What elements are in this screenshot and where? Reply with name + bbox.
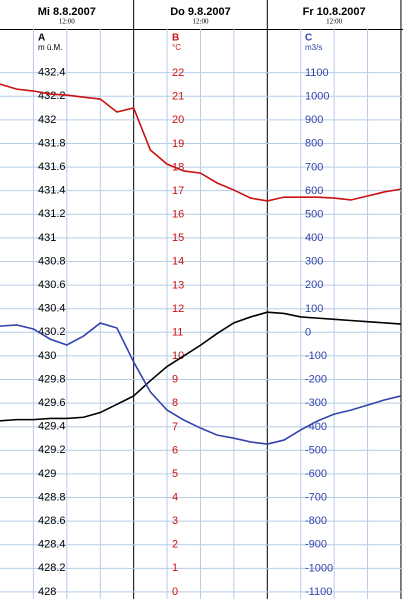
y2-tick-label: 16 [172, 209, 184, 221]
y3-tick-label: 0 [305, 326, 311, 338]
series-line [0, 311, 402, 422]
y-tick-label: 430.2 [38, 326, 66, 338]
y3-tick-label: -600 [305, 468, 327, 480]
axis-c-label: C [305, 33, 312, 44]
y2-tick-label: 1 [172, 562, 178, 574]
x-tick-time: 12:00 [326, 18, 342, 26]
y2-tick-label: 7 [172, 421, 178, 433]
y3-tick-label: -1000 [305, 562, 333, 574]
x-tick-time: 12:00 [59, 18, 75, 26]
y2-tick-label: 13 [172, 279, 184, 291]
y-tick-label: 428.8 [38, 491, 66, 503]
y3-tick-label: 800 [305, 138, 323, 150]
axis-a-unit: m ü.M. [38, 43, 62, 52]
y2-tick-label: 5 [172, 468, 178, 480]
y2-tick-label: 12 [172, 303, 184, 315]
y-tick-label: 431.4 [38, 185, 66, 197]
y2-tick-label: 14 [172, 256, 184, 268]
y2-tick-label: 3 [172, 515, 178, 527]
y-tick-label: 429.2 [38, 444, 66, 456]
y2-tick-label: 0 [172, 586, 178, 598]
y2-tick-label: 21 [172, 91, 184, 103]
y3-tick-label: 700 [305, 161, 323, 173]
y2-tick-label: 20 [172, 114, 184, 126]
y-tick-label: 428.6 [38, 515, 66, 527]
y-tick-label: 428.4 [38, 539, 66, 551]
x-tick-label: Fr 10.8.2007 [303, 6, 366, 18]
y-tick-label: 429.4 [38, 421, 66, 433]
y2-tick-label: 9 [172, 374, 178, 386]
y3-tick-label: -300 [305, 397, 327, 409]
y3-tick-label: 300 [305, 256, 323, 268]
series-line [0, 83, 402, 202]
y2-tick-label: 8 [172, 397, 178, 409]
y3-tick-label: -200 [305, 374, 327, 386]
y-tick-label: 431.8 [38, 137, 66, 149]
y-tick-label: 431 [38, 232, 56, 244]
y2-tick-label: 22 [172, 67, 184, 79]
axis-b-unit: °C [172, 43, 181, 52]
y3-tick-label: 100 [305, 303, 323, 315]
y3-tick-label: 200 [305, 279, 323, 291]
y2-tick-label: 15 [172, 232, 184, 244]
y-tick-label: 428 [38, 586, 56, 598]
y3-tick-label: -500 [305, 444, 327, 456]
y3-tick-label: -700 [305, 492, 327, 504]
y2-tick-label: 6 [172, 444, 178, 456]
y3-tick-label: -400 [305, 421, 327, 433]
x-tick-label: Do 9.8.2007 [170, 6, 231, 18]
y-tick-label: 429.8 [38, 373, 66, 385]
x-tick-label: Mi 8.8.2007 [38, 6, 96, 18]
y-tick-label: 431.2 [38, 208, 66, 220]
y2-tick-label: 10 [172, 350, 184, 362]
y-tick-label: 430 [38, 350, 56, 362]
y2-tick-label: 2 [172, 539, 178, 551]
y-tick-label: 430.6 [38, 279, 66, 291]
y3-tick-label: 400 [305, 232, 323, 244]
axis-a-label: A [38, 33, 45, 44]
y-tick-label: 430.8 [38, 255, 66, 267]
y2-tick-label: 19 [172, 138, 184, 150]
y3-tick-label: 600 [305, 185, 323, 197]
y3-tick-label: 1100 [305, 67, 329, 79]
y-tick-label: 429.6 [38, 397, 66, 409]
y2-tick-label: 11 [172, 326, 183, 338]
y2-tick-label: 4 [172, 491, 178, 503]
y3-tick-label: -800 [305, 515, 327, 527]
y-tick-label: 428.2 [38, 562, 66, 574]
y3-tick-label: 900 [305, 114, 323, 126]
y-tick-label: 432.4 [38, 67, 66, 79]
y3-tick-label: -900 [305, 539, 327, 551]
x-tick-time: 12:00 [193, 18, 209, 26]
y-tick-label: 432 [38, 114, 56, 126]
series-line [0, 322, 402, 445]
y3-tick-label: 500 [305, 208, 323, 220]
axis-c-unit: m3/s [305, 43, 322, 52]
y3-tick-label: -1100 [305, 586, 332, 598]
y-tick-label: 431.6 [38, 161, 66, 173]
y-tick-label: 429 [38, 468, 56, 480]
y3-tick-label: 1000 [305, 90, 329, 102]
y2-tick-label: 17 [172, 185, 184, 197]
y-tick-label: 430.4 [38, 303, 66, 315]
y3-tick-label: -100 [305, 350, 327, 362]
axis-b-label: B [172, 33, 179, 44]
